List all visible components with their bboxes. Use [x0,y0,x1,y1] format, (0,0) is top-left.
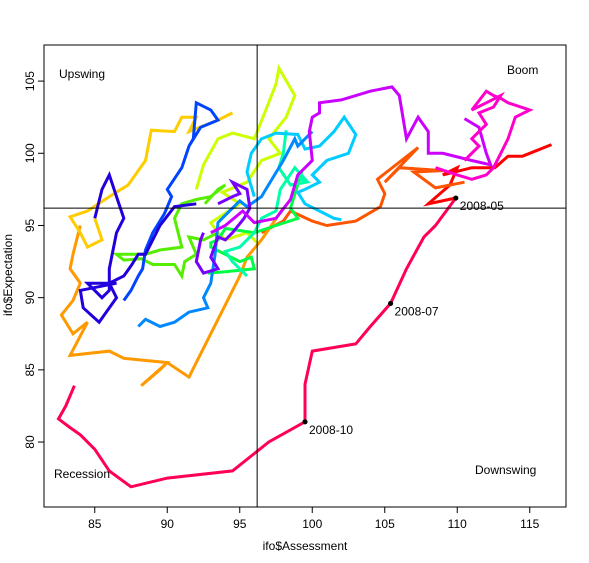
x-tick-label: 115 [520,517,539,531]
annotation-label: 2008-10 [309,423,353,437]
region-label-downswing: Downswing [475,463,536,477]
x-tick-label: 105 [375,517,395,531]
region-label-recession: Recession [54,467,110,481]
series-line-8 [222,130,312,278]
reference-lines [44,45,566,507]
series-line-11 [122,100,221,302]
series-line-16 [56,197,458,489]
series-line-6 [112,183,227,280]
series-layer [56,63,553,489]
x-tick-label: 85 [88,517,102,531]
series-line-9 [245,114,358,222]
x-tick-label: 95 [233,517,247,531]
region-label-boom: Boom [507,63,538,77]
series-line-4 [67,111,234,250]
plot-frame [43,44,567,508]
y-tick-label: 90 [23,291,37,305]
region-label-upswing: Upswing [59,67,105,81]
series-line-15 [435,89,534,181]
x-tick-label: 110 [448,517,467,531]
series-line-13 [194,178,252,275]
annotation-point [302,419,308,425]
series-line-2 [260,146,465,235]
y-tick-label: 95 [23,218,37,232]
annotation-point [387,300,394,307]
y-tick-label: 100 [23,143,37,163]
x-axis-title: ifo$Assessment [263,539,348,553]
series-line-10 [137,130,314,329]
annotation-label: 2008-07 [395,304,439,318]
y-axis-title: ifo$Expectation [1,234,15,316]
series-line-7 [207,170,304,275]
y-tick-label: 80 [23,435,37,449]
annotation-point [453,195,459,201]
annotation-label: 2008-05 [460,199,504,213]
annotations: 2008-05 2008-07 2008-10 [302,195,504,437]
axes: 85 90 95 100 105 110 115 80 85 90 95 100 105 [23,71,540,531]
series-line-1 [422,143,553,207]
x-tick-label: 90 [161,517,175,531]
y-tick-label: 85 [23,363,37,377]
series-line-12 [78,170,197,325]
y-tick-label: 105 [23,71,37,91]
series-line-14 [210,85,493,235]
series-line-3 [59,207,285,387]
x-tick-label: 100 [302,517,322,531]
